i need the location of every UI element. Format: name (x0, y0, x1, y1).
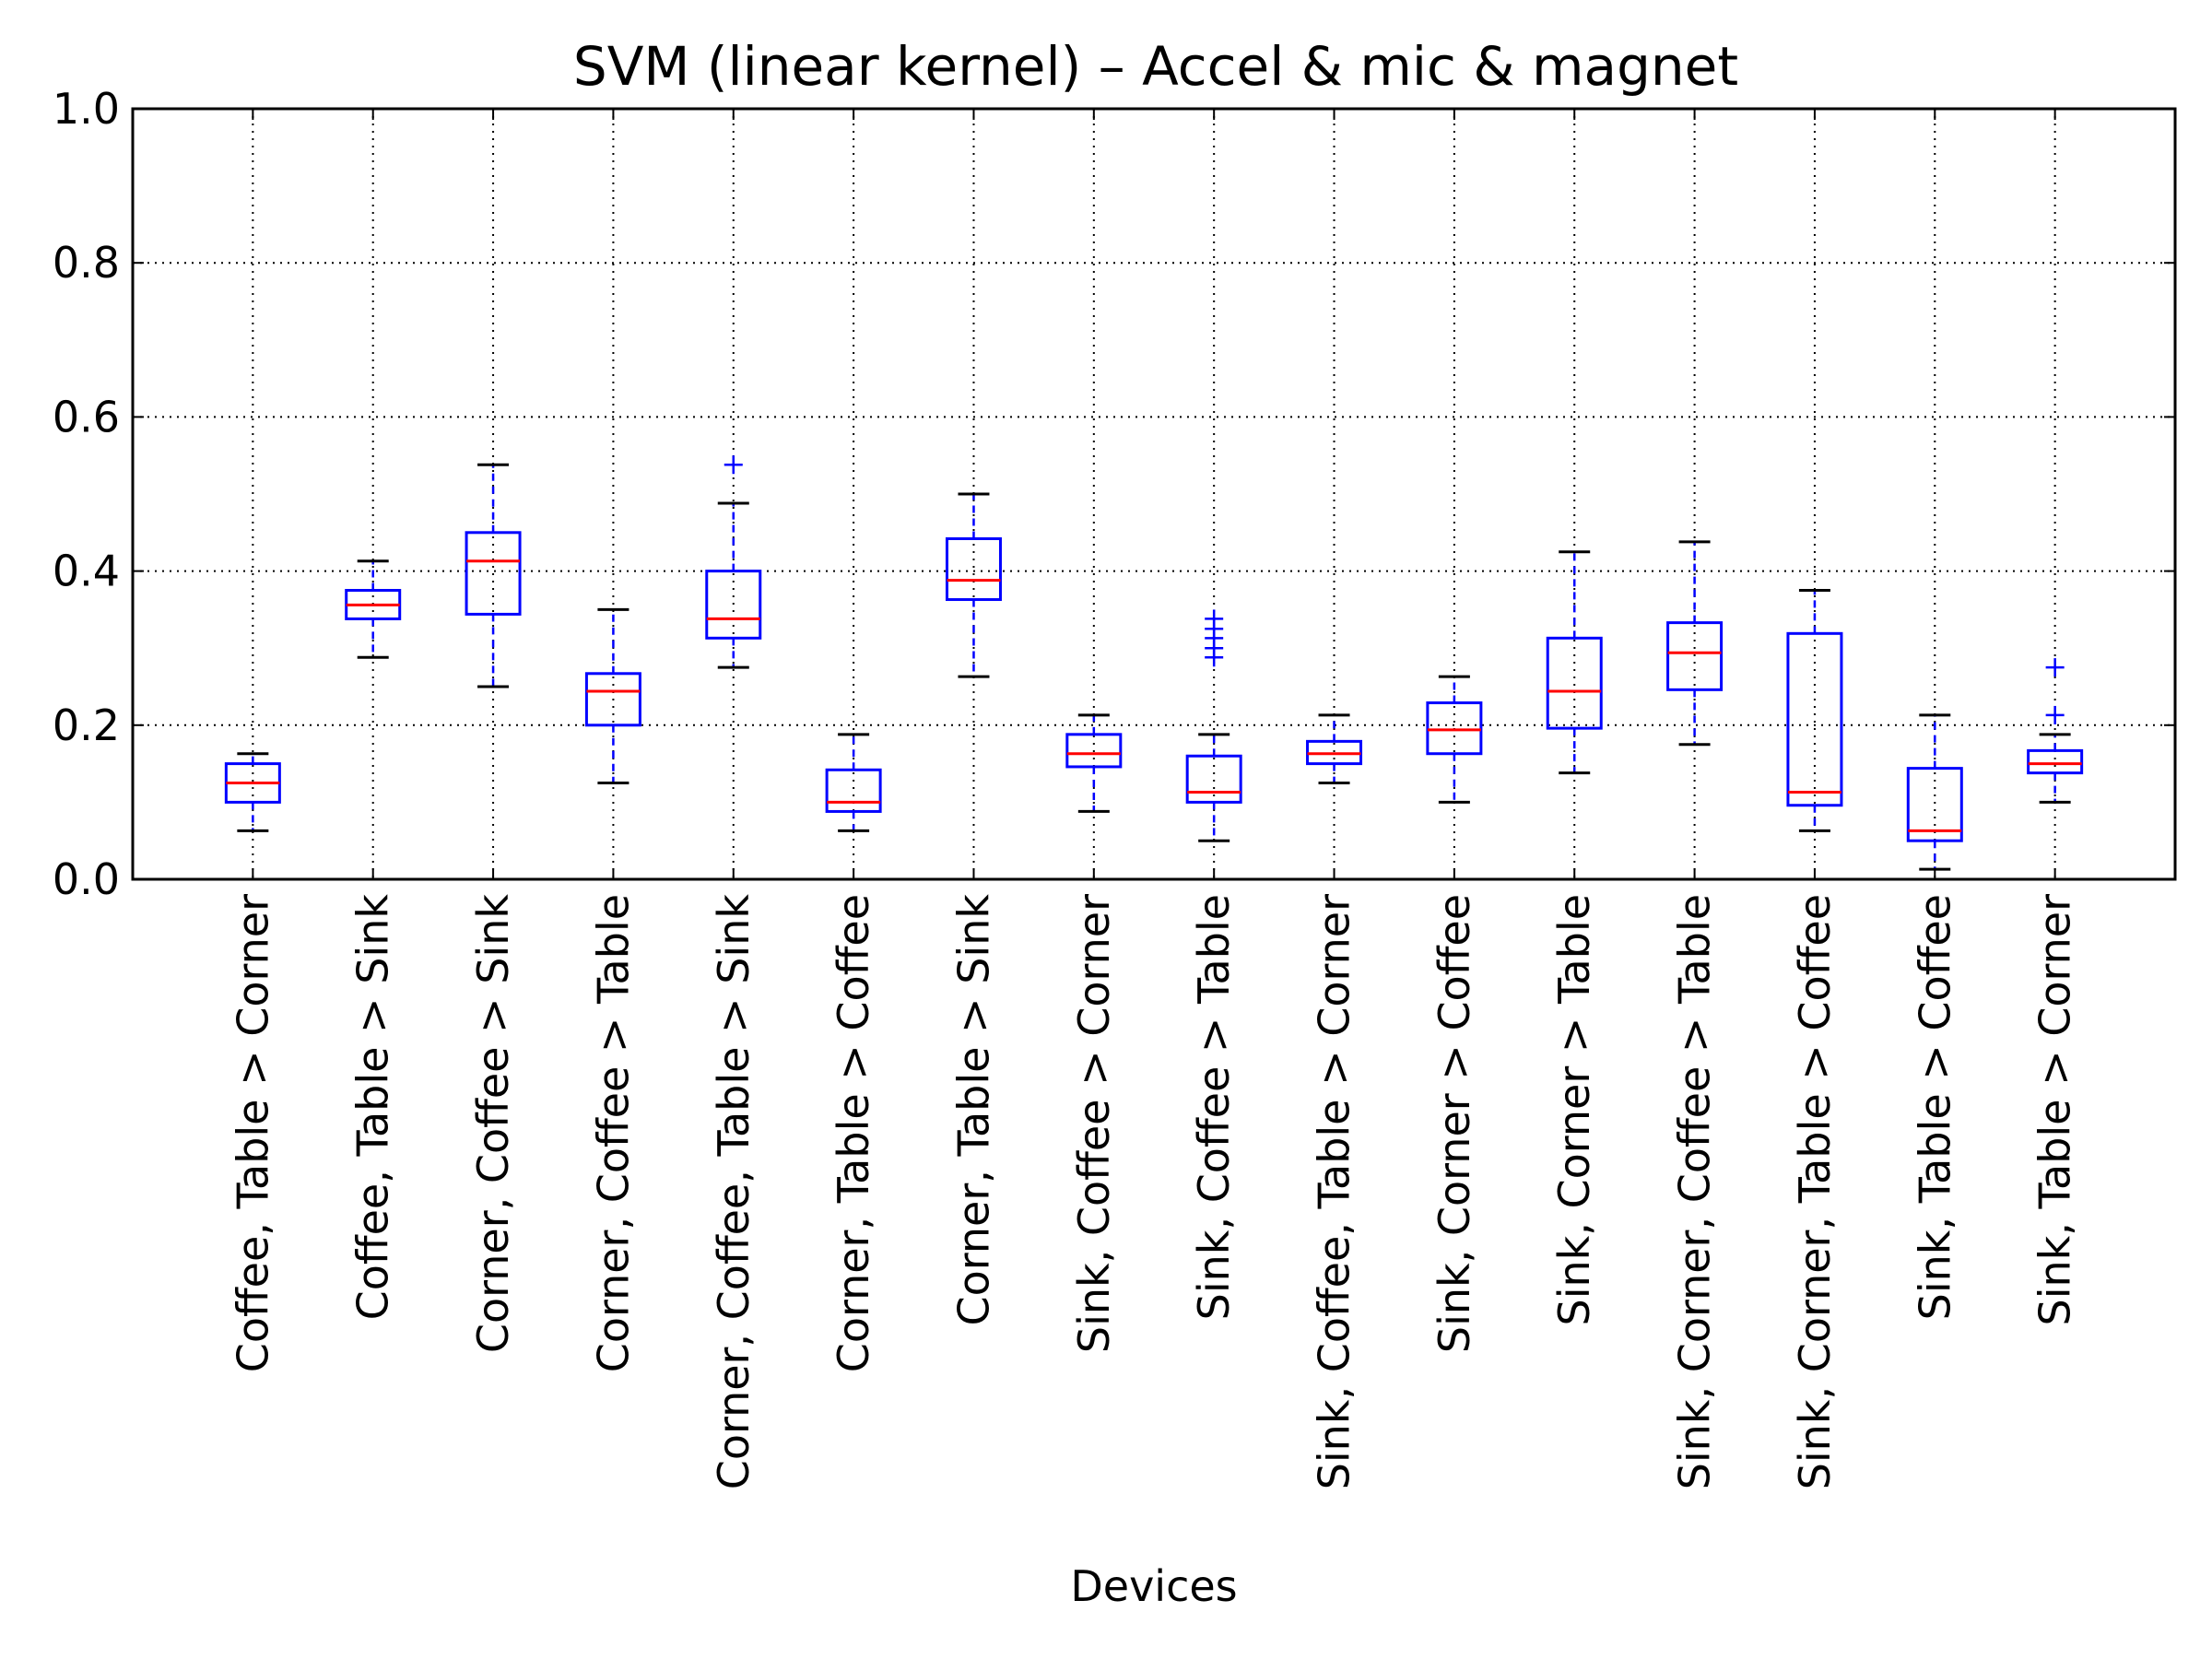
box-group (945, 492, 1002, 678)
x-tick-label: Sink, Corner, Table > Coffee (1790, 894, 1840, 1489)
box-series (224, 455, 2084, 871)
box-group (345, 559, 402, 659)
iqr-box (1906, 767, 1963, 842)
box-group (1786, 589, 1843, 832)
x-tick-label: Sink, Coffee > Corner (1069, 894, 1119, 1353)
box-group (1426, 675, 1483, 804)
iqr-box (1065, 733, 1123, 769)
iqr-box (465, 531, 522, 616)
flier-marker (724, 455, 743, 475)
iqr-box (1185, 754, 1242, 804)
x-tick-label: Sink, Corner > Coffee (1430, 894, 1479, 1353)
iqr-box (1426, 701, 1483, 756)
chart-title: SVM (linear kernel) – Accel & mic & magn… (573, 35, 1738, 98)
box-group (1065, 713, 1123, 813)
flier-marker (2045, 705, 2065, 724)
box-group (825, 733, 882, 832)
box-group (705, 455, 762, 669)
x-tick-label: Coffee, Table > Sink (348, 894, 398, 1321)
box-group (584, 607, 641, 784)
box-group (465, 463, 522, 688)
y-tick-label: 0.8 (53, 238, 120, 288)
x-tick-label: Sink, Coffee, Table > Corner (1310, 894, 1359, 1489)
flier-marker (2045, 658, 2065, 677)
x-tick-label: Sink, Coffee > Table (1189, 894, 1239, 1320)
iqr-box (584, 672, 641, 727)
flier-marker (1205, 609, 1224, 629)
axis-ticks (133, 108, 2175, 880)
box-group (1306, 713, 1363, 784)
iqr-box (825, 768, 882, 813)
iqr-box (1666, 621, 1724, 691)
x-tick-label: Corner, Table > Coffee (829, 894, 878, 1372)
x-tick-label: Sink, Corner > Table (1549, 894, 1599, 1326)
y-tick-label: 1.0 (53, 84, 120, 134)
plot-area-frame (131, 107, 2177, 881)
box-group (224, 752, 281, 832)
x-tick-label: Corner, Coffee > Table (588, 894, 638, 1372)
x-tick-label: Sink, Table > Corner (2030, 894, 2080, 1326)
iqr-box (945, 536, 1002, 602)
x-axis-tick-labels: Coffee, Table > Corner Coffee, Table > Si… (228, 894, 2079, 1490)
x-tick-label: Corner, Table > Sink (948, 894, 998, 1326)
iqr-box (1786, 631, 1843, 807)
box-group (1546, 550, 1603, 775)
x-tick-label: Sink, Table > Coffee (1910, 894, 1959, 1320)
y-tick-label: 0.2 (53, 700, 120, 750)
box-group (1666, 540, 1724, 747)
x-tick-label: Sink, Corner, Coffee > Table (1670, 894, 1720, 1489)
x-tick-label: Coffee, Table > Corner (228, 894, 277, 1372)
iqr-box (2027, 748, 2084, 775)
iqr-box (1546, 636, 1603, 730)
x-tick-label: Corner, Coffee > Sink (468, 894, 518, 1353)
y-tick-label: 0.6 (53, 392, 120, 441)
iqr-box (705, 570, 762, 640)
y-tick-label: 0.0 (53, 854, 120, 904)
x-axis-label: Devices (1070, 1561, 1237, 1611)
y-axis-tick-labels: 0.0 0.2 0.4 0.6 0.8 1.0 (53, 84, 120, 904)
x-tick-label: Corner, Coffee, Table > Sink (709, 894, 759, 1490)
box-group (2027, 658, 2084, 804)
y-tick-label: 0.4 (53, 547, 120, 596)
box-group (1185, 609, 1242, 842)
